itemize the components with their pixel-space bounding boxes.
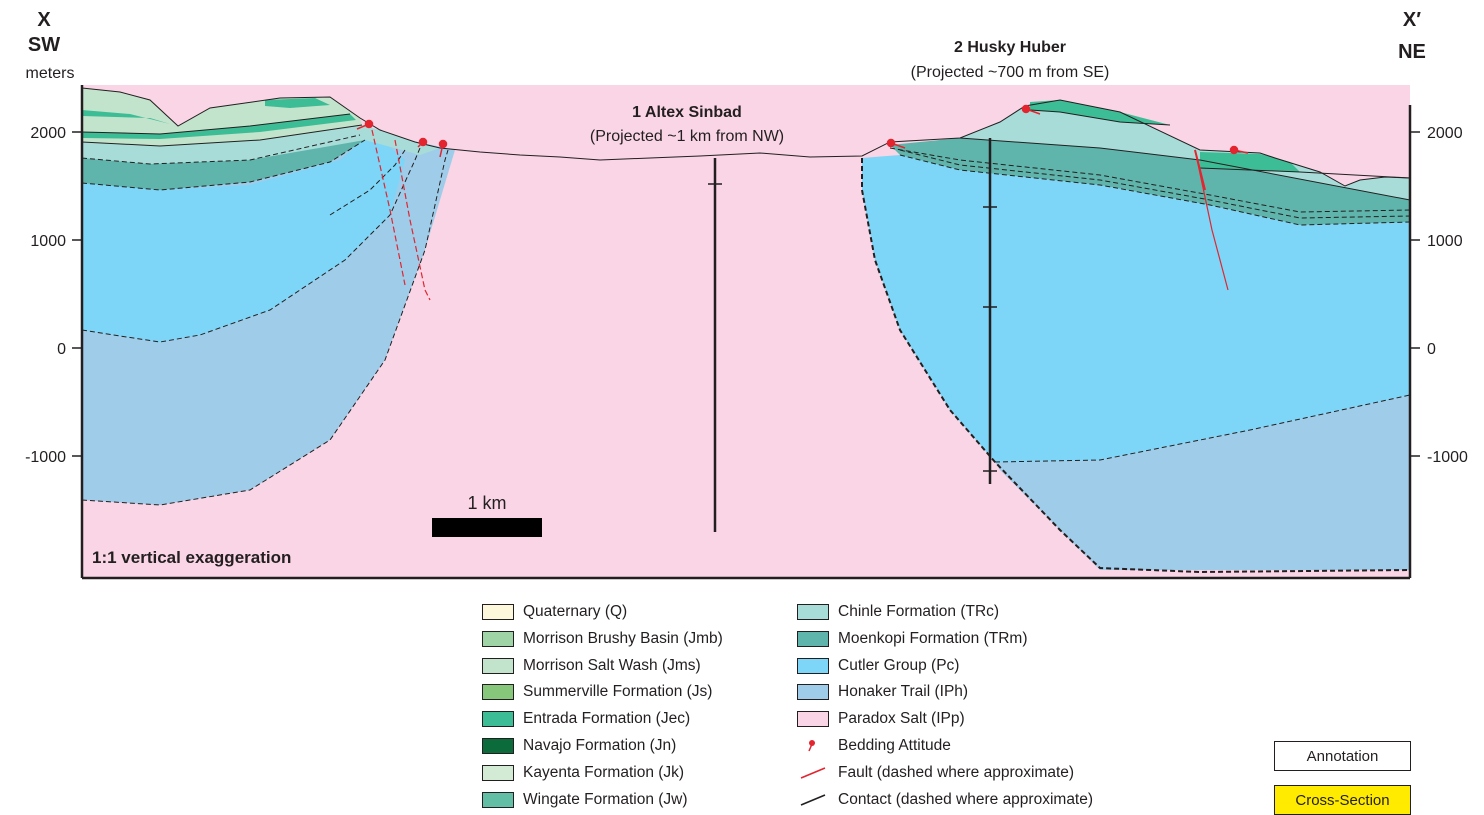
legend-item-fault-line: Fault (dashed where approximate) xyxy=(797,762,1074,784)
legend-swatch-quaternary xyxy=(482,604,514,620)
legend-item-bedding-attitude: Bedding Attitude xyxy=(797,735,951,757)
legend-swatch-summerville xyxy=(482,684,514,701)
well-2-name: 2 Husky Huber xyxy=(954,39,1066,56)
scale-bar-label: 1 km xyxy=(467,493,506,513)
legend-item-chinle: Chinle Formation (TRc) xyxy=(797,601,999,623)
legend-swatch-morrison_salt xyxy=(482,657,514,674)
legend-item-contact-line: Contact (dashed where approximate) xyxy=(797,789,1093,811)
legend-item-morrison_brushy: Morrison Brushy Basin (Jmb) xyxy=(482,628,723,650)
legend-label: Bedding Attitude xyxy=(838,737,951,754)
legend-swatch-cutler xyxy=(797,657,829,674)
well-altex-sinbad xyxy=(708,158,722,532)
cross-section-button[interactable]: Cross-Section xyxy=(1274,785,1411,815)
contact-line-icon xyxy=(800,794,826,806)
legend-item-moenkopi: Moenkopi Formation (TRm) xyxy=(797,628,1028,650)
contact-lines xyxy=(81,87,1411,201)
legend-label: Chinle Formation (TRc) xyxy=(838,603,1000,620)
vertical-exaggeration-note: 1:1 vertical exaggeration xyxy=(92,548,291,567)
honaker-trail-right xyxy=(995,395,1410,570)
legend-label: Fault (dashed where approximate) xyxy=(838,764,1075,781)
left-direction: SW xyxy=(28,34,60,56)
right-direction: NE xyxy=(1398,41,1426,63)
legend-label: Contact (dashed where approximate) xyxy=(838,791,1094,808)
legend-swatch-paradox xyxy=(797,711,829,728)
right-tick-1000: 1000 xyxy=(1427,233,1463,250)
left-tick-neg1000: -1000 xyxy=(25,449,66,466)
left-section-letter: X xyxy=(37,9,51,31)
bedding-attitudes xyxy=(356,104,1249,158)
legend-label: Kayenta Formation (Jk) xyxy=(523,763,685,781)
legend-swatch-kayenta xyxy=(482,764,514,781)
scale-bar xyxy=(432,518,542,537)
fault-lines xyxy=(371,129,1229,301)
legend-label: Entrada Formation (Jec) xyxy=(523,710,691,728)
left-units: meters xyxy=(26,65,75,82)
left-tick-1000: 1000 xyxy=(30,233,66,250)
legend-label: Honaker Trail (IPh) xyxy=(838,683,969,701)
cutler-group-right xyxy=(862,155,1410,462)
right-section-letter: X′ xyxy=(1403,9,1421,31)
right-tick-2000: 2000 xyxy=(1427,125,1463,142)
legend-item-navajo: Navajo Formation (Jn) xyxy=(482,735,676,757)
fault-line-icon xyxy=(800,767,826,779)
legend-label: Quaternary (Q) xyxy=(523,603,628,620)
legend-swatch-honaker xyxy=(797,684,829,701)
legend-label: Paradox Salt (IPp) xyxy=(838,710,965,728)
legend-label: Summerville Formation (Js) xyxy=(523,683,713,701)
entrada-band-left-1 xyxy=(82,110,170,124)
annotation-button[interactable]: Annotation xyxy=(1274,741,1411,771)
legend-swatch-chinle xyxy=(797,604,829,620)
chinle-left xyxy=(82,125,440,164)
right-tick-0: 0 xyxy=(1427,341,1436,358)
legend-swatch-navajo xyxy=(482,738,514,754)
bedding-attitude-icon xyxy=(808,740,815,752)
legend-item-summerville: Summerville Formation (Js) xyxy=(482,681,712,703)
moenkopi-left xyxy=(82,135,365,190)
legend-swatch-wingate xyxy=(482,791,514,808)
well-1-note: (Projected ~1 km from NW) xyxy=(590,128,784,145)
legend-item-entrada: Entrada Formation (Jec) xyxy=(482,708,690,730)
legend-item-cutler: Cutler Group (Pc) xyxy=(797,655,959,677)
legend-label: Navajo Formation (Jn) xyxy=(523,737,677,754)
legend-swatch-entrada xyxy=(482,711,514,728)
cutler-group-left xyxy=(82,132,405,342)
legend-swatch-morrison_brushy xyxy=(482,630,514,647)
well-2-note: (Projected ~700 m from SE) xyxy=(911,64,1110,81)
left-tick-2000: 2000 xyxy=(30,125,66,142)
legend-label: Cutler Group (Pc) xyxy=(838,656,960,674)
legend-swatch-moenkopi xyxy=(797,630,829,647)
legend-label: Wingate Formation (Jw) xyxy=(523,790,688,808)
right-tick-neg1000: -1000 xyxy=(1427,449,1468,466)
section-frame xyxy=(72,85,1420,580)
legend-item-paradox: Paradox Salt (IPp) xyxy=(797,708,965,730)
entrada-band-left-3 xyxy=(265,98,330,108)
legend-item-honaker: Honaker Trail (IPh) xyxy=(797,681,968,703)
well-1-name: 1 Altex Sinbad xyxy=(632,104,742,121)
legend-item-wingate: Wingate Formation (Jw) xyxy=(482,789,688,811)
legend-item-morrison_salt: Morrison Salt Wash (Jms) xyxy=(482,655,701,677)
moenkopi-right xyxy=(890,138,1410,225)
well-husky-huber xyxy=(983,138,997,484)
entrada-band-right-2 xyxy=(1200,152,1300,172)
entrada-band-left-2 xyxy=(82,114,356,139)
left-tick-0: 0 xyxy=(57,341,66,358)
legend-item-quaternary: Quaternary (Q) xyxy=(482,601,627,623)
legend-label: Morrison Brushy Basin (Jmb) xyxy=(523,629,723,647)
chinle-right xyxy=(960,100,1410,200)
dashed-contacts xyxy=(81,134,1411,574)
legend-label: Moenkopi Formation (TRm) xyxy=(838,629,1028,647)
legend-item-kayenta: Kayenta Formation (Jk) xyxy=(482,762,684,784)
legend-label: Morrison Salt Wash (Jms) xyxy=(523,656,701,674)
